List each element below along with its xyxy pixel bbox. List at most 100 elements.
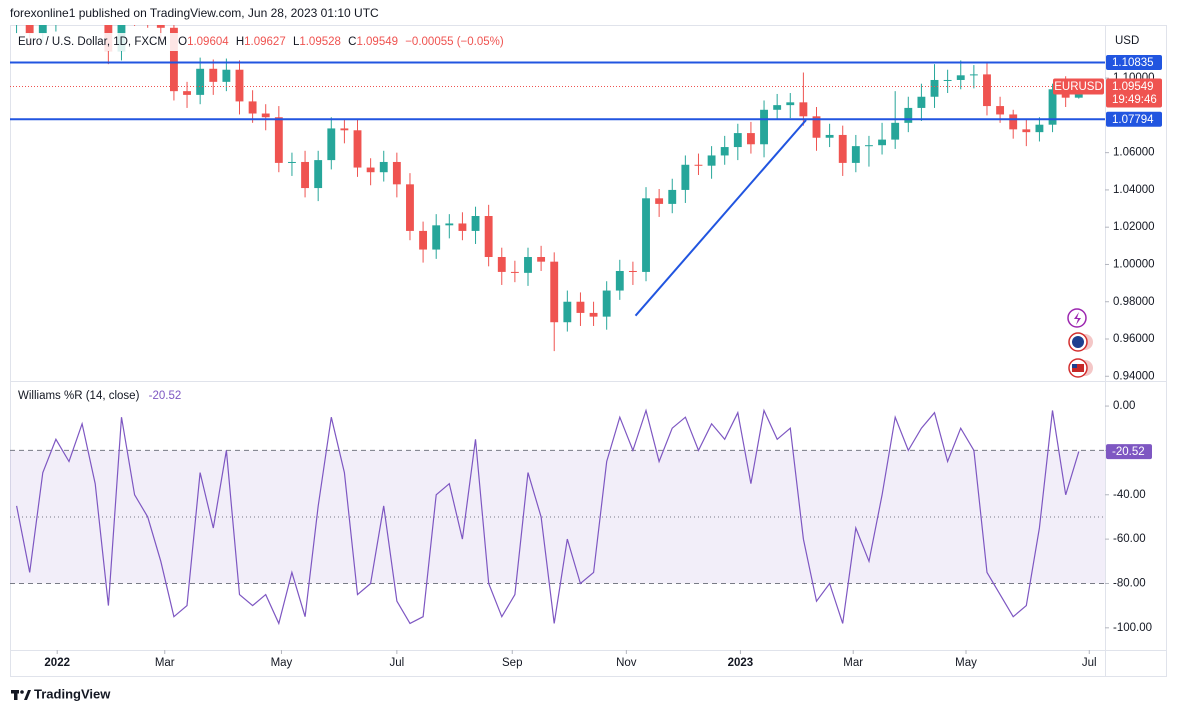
candle-body bbox=[510, 271, 519, 273]
candle-body bbox=[838, 134, 847, 163]
y-tick-label: -100.00 bbox=[1113, 622, 1152, 634]
candle-body bbox=[904, 107, 913, 123]
candle-body bbox=[471, 216, 480, 231]
x-tick-label: May bbox=[955, 657, 977, 669]
icon-glyph bbox=[1074, 312, 1081, 325]
candle-body bbox=[720, 147, 729, 156]
x-tick-label: Jul bbox=[1082, 657, 1097, 669]
x-tick-label: 2022 bbox=[44, 657, 70, 669]
candle-body bbox=[602, 290, 611, 317]
candle-body bbox=[812, 116, 821, 138]
candle-body bbox=[917, 96, 926, 108]
candle-body bbox=[327, 128, 336, 161]
indicator-legend-backdrop bbox=[12, 387, 192, 405]
candle-body bbox=[786, 102, 795, 106]
candle-body bbox=[628, 270, 637, 272]
candle-body bbox=[406, 184, 414, 231]
logo-part bbox=[20, 690, 24, 694]
candle-body bbox=[825, 134, 834, 138]
ohlc-key: L bbox=[293, 36, 300, 48]
change: −0.00055 (−0.05%) bbox=[405, 36, 504, 48]
candle-body bbox=[996, 106, 1005, 115]
williams-line bbox=[16, 408, 1080, 626]
candle-body bbox=[392, 161, 401, 185]
candle-body bbox=[746, 133, 755, 145]
candle-body bbox=[550, 261, 559, 323]
ohlc-value: 1.09549 bbox=[356, 36, 398, 48]
indicator-title: Williams %R (14, close) bbox=[18, 390, 140, 402]
candle-body bbox=[1009, 114, 1018, 130]
legend-backdrop bbox=[12, 33, 512, 51]
candle-body bbox=[484, 216, 493, 258]
candle-body bbox=[1048, 89, 1057, 125]
candle-body bbox=[1022, 129, 1031, 133]
price-pane bbox=[10, 25, 1105, 352]
candle-body bbox=[865, 145, 873, 147]
publisher-line: forexonline1 published on TradingView.co… bbox=[10, 6, 379, 20]
candle-body bbox=[38, 25, 47, 34]
candle-body bbox=[956, 75, 965, 80]
icon-glyph bbox=[1072, 364, 1084, 372]
candle-body bbox=[891, 122, 900, 140]
candle-body bbox=[497, 257, 506, 272]
indicator-pane bbox=[10, 408, 1105, 626]
candle-body bbox=[1035, 124, 1044, 133]
x-tick-label: Sep bbox=[502, 657, 522, 669]
level-tag-label: 1.10835 bbox=[1112, 57, 1154, 69]
price-tag bbox=[1106, 78, 1162, 108]
level-tag bbox=[1106, 55, 1162, 71]
candle-body bbox=[458, 223, 467, 231]
axes: 0.94000 0.96000 0.98000 1.00000 1.02000 1.040… bbox=[44, 55, 1162, 669]
candle-body bbox=[274, 117, 283, 163]
icon-glyph bbox=[1072, 336, 1084, 348]
candle-body bbox=[366, 167, 375, 173]
candle-body bbox=[642, 198, 650, 272]
candle-body bbox=[576, 301, 585, 313]
candle-body bbox=[851, 146, 860, 163]
trend-line bbox=[634, 119, 807, 317]
side-icons bbox=[1067, 308, 1093, 378]
level-tag-label: 1.07794 bbox=[1112, 114, 1154, 126]
candle-body bbox=[379, 161, 388, 173]
y-tick-label: 0.94000 bbox=[1113, 370, 1155, 382]
icon-glyph bbox=[1072, 364, 1077, 368]
y-tick-label: -40.00 bbox=[1113, 489, 1146, 501]
candle-body bbox=[563, 301, 572, 323]
candle-body bbox=[183, 91, 191, 95]
candle-body bbox=[943, 79, 952, 81]
candle-body bbox=[799, 102, 808, 117]
candle-body bbox=[694, 164, 703, 166]
logo-part bbox=[24, 690, 31, 700]
candle-body bbox=[261, 113, 270, 118]
candle-body bbox=[288, 161, 296, 163]
y-tick-label: 1.06000 bbox=[1113, 147, 1155, 159]
candle-body bbox=[248, 101, 257, 114]
candle-body bbox=[983, 74, 991, 107]
candle-body bbox=[314, 160, 323, 189]
y-tick-label: 1.02000 bbox=[1113, 221, 1155, 233]
candle-body bbox=[930, 79, 939, 97]
candle-body bbox=[209, 68, 218, 82]
symbol-tag-label: EURUSD bbox=[1054, 81, 1103, 93]
indicator-legend: Williams %R (14, close) -20.52 bbox=[18, 390, 181, 402]
ohlc-key: O bbox=[178, 36, 187, 48]
indicator-value: -20.52 bbox=[149, 390, 182, 402]
y-tick-label: -60.00 bbox=[1113, 533, 1146, 545]
price-tag-timer: 19:49:46 bbox=[1112, 94, 1157, 106]
candle-body bbox=[589, 312, 598, 317]
candle-body bbox=[969, 74, 978, 76]
ohlc-key: H bbox=[236, 36, 244, 48]
legend: Euro / U.S. Dollar, 1D, FXCM O1.09604 H1… bbox=[18, 36, 504, 48]
x-tick-label: Jul bbox=[390, 657, 405, 669]
brand-name: TradingView bbox=[34, 686, 111, 701]
candle-body bbox=[445, 223, 454, 226]
candle-body bbox=[301, 161, 309, 189]
x-tick-label: 2023 bbox=[728, 657, 754, 669]
candle-body bbox=[156, 25, 165, 28]
candle-body bbox=[681, 164, 690, 190]
candle-body bbox=[25, 25, 34, 34]
ohlc-value: 1.09627 bbox=[244, 36, 286, 48]
y-tick-label: 0.00 bbox=[1113, 400, 1135, 412]
value-tag bbox=[1106, 444, 1152, 460]
